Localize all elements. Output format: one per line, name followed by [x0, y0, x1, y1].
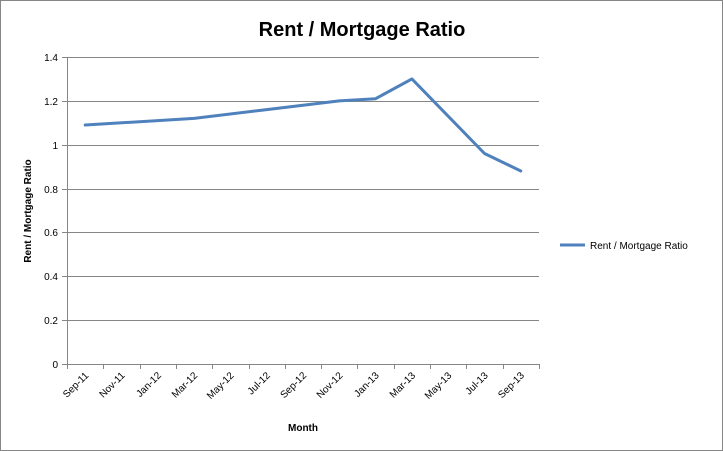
x-tick-label: Sep-11: [61, 370, 91, 400]
x-tick-label: Sep-12: [279, 370, 310, 401]
y-axis-ticks: 0 0.2 0.4 0.6 0.8 1 1.2 1.4: [44, 53, 67, 371]
x-tick-label: Jul-12: [246, 370, 273, 397]
chart-title: Rent / Mortgage Ratio: [259, 19, 466, 41]
y-tick-label: 0: [52, 360, 58, 371]
y-tick-label: 1.2: [44, 97, 58, 108]
legend: Rent / Mortgage Ratio: [560, 241, 688, 252]
x-tick-label: Mar-13: [388, 370, 418, 400]
x-tick-label: May-12: [205, 370, 237, 402]
x-axis-title: Month: [288, 423, 318, 434]
x-tick-label: Mar-12: [170, 370, 200, 400]
series-layer: [83, 77, 523, 173]
series-line: [83, 77, 523, 173]
gridlines: [67, 57, 539, 321]
y-tick-label: 1: [52, 141, 58, 152]
x-tick-label: Nov-11: [98, 370, 128, 400]
y-tick-label: 0.2: [44, 316, 58, 327]
x-tick-label: Jan-12: [134, 370, 164, 400]
legend-label: Rent / Mortgage Ratio: [590, 241, 688, 252]
x-tick-label: Jan-13: [352, 370, 382, 400]
y-tick-label: 0.4: [44, 272, 58, 283]
y-tick-label: 1.4: [44, 53, 58, 64]
x-tick-label: Sep-13: [496, 370, 527, 401]
y-axis-title: Rent / Mortgage Ratio: [23, 159, 34, 262]
y-tick-label: 0.8: [44, 185, 58, 196]
x-tick-label: Jul-13: [464, 370, 491, 397]
x-tick-label: May-13: [423, 370, 455, 402]
x-tick-label: Nov-12: [315, 370, 346, 401]
x-axis-ticks: Sep-11 Nov-11 Jan-12 Mar-12 May-12 Jul-12 Sep-…: [61, 364, 540, 402]
y-tick-label: 0.6: [44, 228, 58, 239]
